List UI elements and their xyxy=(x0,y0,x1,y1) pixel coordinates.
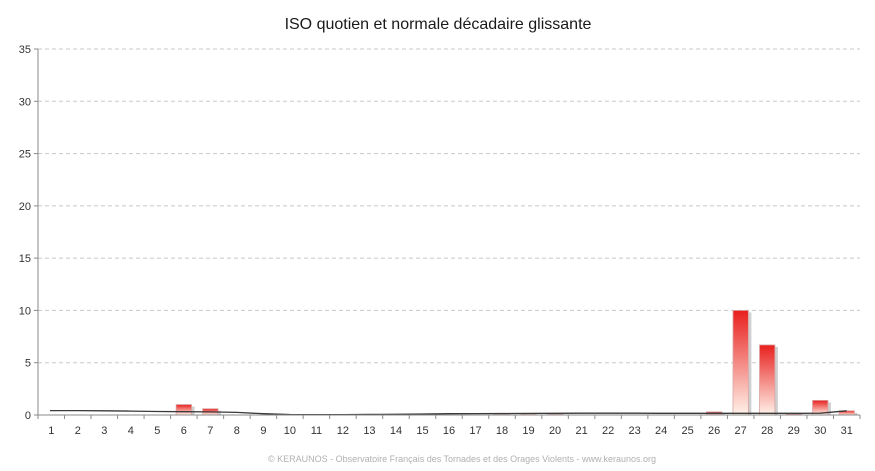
y-tick-label: 25 xyxy=(19,149,31,161)
bar-day-27 xyxy=(732,310,749,416)
x-tick-label: 24 xyxy=(655,425,667,437)
x-tick-label: 28 xyxy=(761,425,773,437)
x-tick-label: 14 xyxy=(390,425,402,437)
chart-title: ISO quotien et normale décadaire glissan… xyxy=(285,16,592,33)
normal-line-series xyxy=(50,409,847,416)
x-tick-label: 13 xyxy=(363,425,375,437)
x-tick-label: 21 xyxy=(575,425,587,437)
x-tick-label: 16 xyxy=(443,425,455,437)
x-tick-label: 18 xyxy=(496,425,508,437)
x-tick-label: 5 xyxy=(154,425,160,437)
bar-series xyxy=(175,310,858,416)
axes xyxy=(37,49,860,416)
y-tick-label: 15 xyxy=(19,253,31,265)
x-tick-label: 30 xyxy=(814,425,826,437)
x-tick-label: 31 xyxy=(841,425,853,437)
x-tick-label: 25 xyxy=(682,425,694,437)
bar-day-6 xyxy=(175,404,192,416)
x-tick-label: 2 xyxy=(75,425,81,437)
x-tick-label: 15 xyxy=(416,425,428,437)
x-tick-label: 8 xyxy=(234,425,240,437)
x-tick-label: 26 xyxy=(708,425,720,437)
x-tick-label: 27 xyxy=(735,425,747,437)
x-tick-label: 10 xyxy=(284,425,296,437)
y-tick-label: 20 xyxy=(19,201,31,213)
x-tick-label: 19 xyxy=(522,425,534,437)
x-tick-label: 1 xyxy=(48,425,54,437)
y-tick-label: 30 xyxy=(19,96,31,108)
y-axis-ticks: 0 5 10 15 20 25 30 35 xyxy=(19,44,38,422)
y-tick-label: 10 xyxy=(19,305,31,317)
bar-day-28 xyxy=(759,344,776,416)
x-tick-label: 12 xyxy=(337,425,349,437)
x-axis-ticks: 1 2 3 4 5 6 7 8 9 10 11 12 13 14 15 16 17 18 19 20 21 22 23 24 2… xyxy=(37,415,861,437)
x-tick-label: 29 xyxy=(788,425,800,437)
x-tick-label: 7 xyxy=(207,425,213,437)
x-tick-label: 22 xyxy=(602,425,614,437)
x-tick-label: 3 xyxy=(101,425,107,437)
y-tick-label: 5 xyxy=(25,358,31,370)
gridlines xyxy=(38,48,860,364)
x-tick-label: 6 xyxy=(181,425,187,437)
x-tick-label: 23 xyxy=(628,425,640,437)
credit-text: © KERAUNOS - Observatoire Français des T… xyxy=(268,454,656,464)
x-tick-label: 9 xyxy=(260,425,266,437)
normal-line xyxy=(50,409,847,416)
y-tick-label: 35 xyxy=(19,44,31,56)
x-tick-label: 11 xyxy=(311,425,322,437)
y-tick-label: 0 xyxy=(25,410,31,422)
x-tick-label: 4 xyxy=(128,425,134,437)
x-tick-label: 17 xyxy=(469,425,481,437)
x-tick-label: 20 xyxy=(549,425,561,437)
